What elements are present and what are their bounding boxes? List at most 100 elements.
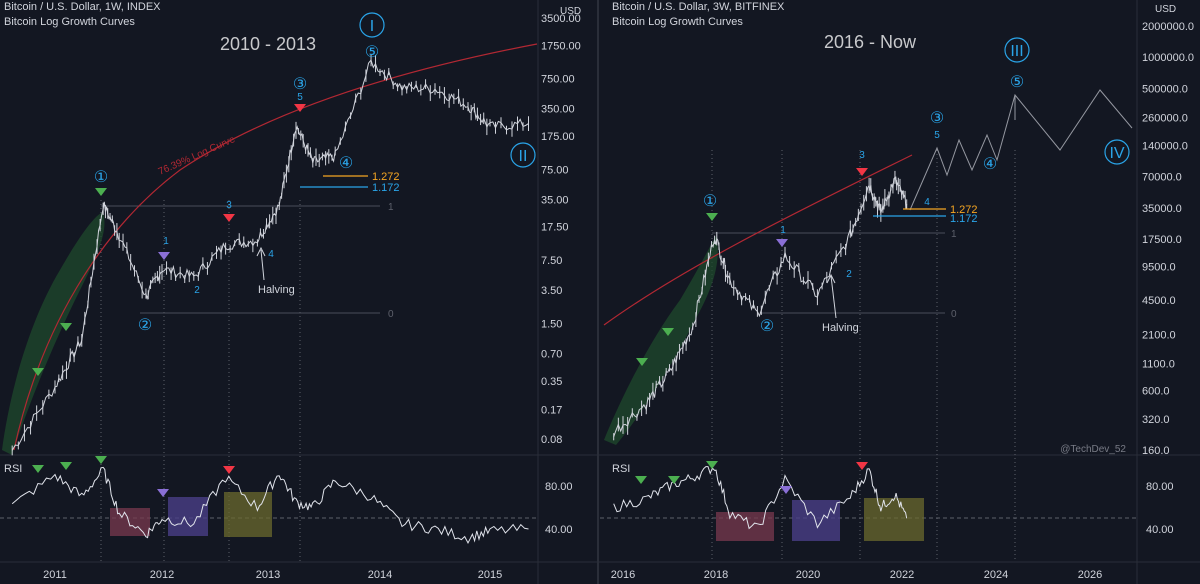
right-price-tick: 160.0 <box>1142 445 1170 457</box>
left-price-tick: 0.35 <box>541 376 562 388</box>
left-price-tick: 17.50 <box>541 222 569 234</box>
right-marker-green <box>662 328 674 336</box>
right-cycle-wave-IV-label: IV <box>1109 145 1124 162</box>
left-fib-1172-label: 1.172 <box>372 182 400 194</box>
right-marker-purple <box>776 239 788 247</box>
left-price-tick: 750.00 <box>541 74 575 86</box>
left-cycle-wave-II-label: II <box>519 148 528 165</box>
right-halving-label: Halving <box>822 322 859 334</box>
right-rsi-box-olive <box>864 498 924 541</box>
right-price-tick: 1000000.0 <box>1142 52 1194 64</box>
left-marker-red <box>223 214 235 222</box>
right-projection-path <box>909 89 1133 211</box>
left-cycle-wave-I-circle <box>359 12 385 38</box>
right-price-tick: 320.0 <box>1142 414 1170 426</box>
right-rsi-label: RSI <box>612 463 630 475</box>
left-wave-2-circle: ② <box>138 317 152 334</box>
left-header-title: Bitcoin / U.S. Dollar, 1W, INDEX <box>4 1 161 13</box>
left-growth-band <box>2 212 105 455</box>
right-rsi-tick: 40.00 <box>1146 524 1174 536</box>
left-wave-5-circle: ⑤ <box>365 44 379 61</box>
right-rsi-marker-green <box>668 476 680 484</box>
right-header-subtitle: Bitcoin Log Growth Curves <box>612 16 743 28</box>
left-header-subtitle: Bitcoin Log Growth Curves <box>4 16 135 28</box>
left-time-tick: 2013 <box>256 569 280 581</box>
right-minor-1: 1 <box>780 225 786 236</box>
left-rsi-label: RSI <box>4 463 22 475</box>
right-price-tick: 2000000.0 <box>1142 21 1194 33</box>
right-wave-4-circle: ④ <box>983 156 997 173</box>
right-fib-1-label: 1 <box>951 229 957 240</box>
left-rsi-tick: 40.00 <box>545 524 573 536</box>
left-time-tick: 2015 <box>478 569 502 581</box>
left-rsi-box-olive <box>224 492 272 537</box>
right-price-tick: 70000.0 <box>1142 172 1182 184</box>
left-wave-3-circle: ③ <box>293 76 307 93</box>
right-rsi-box-purple <box>792 500 840 541</box>
right-header-title: Bitcoin / U.S. Dollar, 3W, BITFINEX <box>612 1 785 13</box>
background-annotations: 3500.00 1750.00 750.00 350.00 175.00 75.00 35.… <box>0 13 1194 581</box>
left-price-tick: 1750.00 <box>541 40 581 52</box>
left-price-tick: 350.00 <box>541 104 575 116</box>
left-price-unit: USD <box>560 6 581 17</box>
right-price-tick: 600.0 <box>1142 386 1170 398</box>
left-price-tick: 1.50 <box>541 319 562 331</box>
foreground-annotations: 1.2721.1721.2721.172①②③④⑤12345III①②③④⑤12… <box>32 12 1130 497</box>
left-wave-1-circle: ① <box>94 169 108 186</box>
left-price-tick: 3.50 <box>541 285 562 297</box>
right-marker-green <box>706 213 718 221</box>
right-rsi-marker-red <box>856 462 868 470</box>
left-halving-arrow <box>260 249 265 281</box>
left-marker-red <box>294 104 306 112</box>
right-rsi-marker-purple <box>780 486 792 494</box>
right-time-tick: 2022 <box>890 569 914 581</box>
left-rsi-box-purple <box>168 497 208 536</box>
right-fib-1172-label: 1.172 <box>950 213 978 225</box>
right-marker-red <box>856 168 868 176</box>
right-price-unit: USD <box>1155 4 1176 15</box>
left-minor-2: 2 <box>194 285 200 296</box>
left-cycle-wave-II-circle <box>510 142 536 168</box>
right-minor-3: 3 <box>859 150 865 161</box>
right-rsi-marker-green <box>635 476 647 484</box>
left-rsi-marker-green <box>95 456 107 464</box>
watermark: @TechDev_52 <box>1060 444 1126 455</box>
left-minor-4: 4 <box>268 249 274 260</box>
right-price-tick: 260000.0 <box>1142 113 1188 125</box>
left-price-tick: 0.70 <box>541 349 562 361</box>
right-minor-5: 5 <box>934 130 940 141</box>
right-time-tick: 2026 <box>1078 569 1102 581</box>
right-wave-3-circle: ③ <box>930 110 944 127</box>
left-fib-1272-label: 1.272 <box>372 171 400 183</box>
left-halving-arrowhead <box>256 246 266 257</box>
left-price-tick: 75.00 <box>541 164 569 176</box>
left-minor-5: 5 <box>297 92 303 103</box>
left-rsi-marker-green <box>32 465 44 473</box>
left-time-tick: 2011 <box>43 569 67 581</box>
left-rsi-box-red <box>110 508 150 536</box>
left-cycle-wave-I-label: I <box>370 18 374 35</box>
right-minor-2: 2 <box>846 269 852 280</box>
left-minor-1: 1 <box>163 236 169 247</box>
right-time-tick: 2016 <box>611 569 635 581</box>
left-price-tick: 0.08 <box>541 434 562 446</box>
left-marker-purple <box>158 252 170 260</box>
left-rsi-marker-green <box>60 462 72 470</box>
left-time-tick: 2014 <box>368 569 392 581</box>
right-rsi-box-red <box>716 512 774 541</box>
right-wave-1-circle: ① <box>703 193 717 210</box>
left-wave-4-circle: ④ <box>339 155 353 172</box>
right-time-tick: 2024 <box>984 569 1008 581</box>
right-growth-band <box>604 236 718 445</box>
right-wave-2-circle: ② <box>760 318 774 335</box>
right-halving-arrow <box>830 275 837 319</box>
left-fib-0-label: 0 <box>388 309 394 320</box>
left-marker-green <box>32 368 44 376</box>
right-rsi-tick: 80.00 <box>1146 481 1174 493</box>
right-price-tick: 2100.0 <box>1142 329 1176 341</box>
left-price-tick: 3500.00 <box>541 13 581 25</box>
left-log-curve <box>13 43 538 451</box>
right-cycle-wave-IV-circle <box>1104 139 1130 165</box>
left-price-tick: 175.00 <box>541 131 575 143</box>
